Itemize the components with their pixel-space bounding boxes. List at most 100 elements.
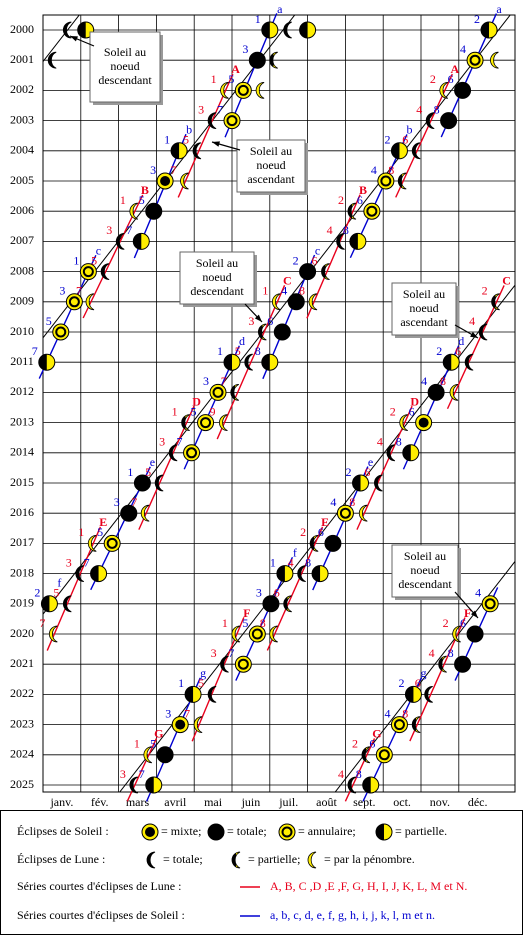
moon-penumbral <box>452 625 461 643</box>
node-line <box>43 15 296 339</box>
series-number: 6 <box>460 616 466 630</box>
series-number: 8 <box>255 344 261 358</box>
hybrid-core <box>145 827 155 837</box>
moon-total <box>207 112 217 129</box>
moon-total <box>411 142 421 160</box>
legend-text: = totale; <box>163 852 203 866</box>
eclipse <box>234 655 252 673</box>
eclipse <box>47 51 57 69</box>
annulus <box>393 719 405 731</box>
series-number: 5 <box>145 465 151 479</box>
series-label: b <box>186 123 192 137</box>
eclipse <box>223 112 241 130</box>
series-number: 5 <box>228 72 234 86</box>
sun-annular <box>234 81 252 99</box>
year-label: 2011 <box>10 354 34 368</box>
eclipse <box>272 293 281 311</box>
series-number: 3 <box>106 223 112 237</box>
moon-total <box>244 353 253 371</box>
moon-penumbral <box>87 535 97 552</box>
sun-shadow <box>276 565 285 582</box>
eclipse <box>309 535 319 552</box>
series-number: 6 <box>369 737 375 751</box>
eclipse <box>308 293 318 311</box>
series-label: f <box>293 545 297 559</box>
legend-text: = partielle; <box>248 852 300 866</box>
series-number: 3 <box>114 495 120 509</box>
series-number: 2 <box>430 72 436 86</box>
series-label: F <box>243 606 250 620</box>
series-number: 8 <box>349 495 355 509</box>
series-number: 8 <box>299 284 305 298</box>
series-number: 6 <box>409 404 415 418</box>
series-label: A <box>231 62 240 76</box>
series-number: 4 <box>377 435 383 449</box>
eclipse <box>324 534 342 552</box>
moon-total <box>425 112 435 129</box>
eclipse <box>375 746 393 764</box>
eclipse <box>63 21 72 39</box>
series-number: 6 <box>455 344 461 358</box>
series-number: 8 <box>343 223 349 237</box>
series-number: 4 <box>384 706 390 720</box>
sun-annular <box>481 595 499 613</box>
year-label: 2019 <box>10 596 34 610</box>
series-number: 3 <box>211 646 217 660</box>
moon-partial <box>231 851 241 869</box>
sun-annular <box>248 625 266 643</box>
eclipse <box>129 776 139 794</box>
eclipse <box>90 565 108 583</box>
moon-penumbral <box>143 746 153 764</box>
eclipse <box>347 776 357 794</box>
sun-shadow <box>77 22 86 38</box>
eclipse <box>38 353 56 371</box>
hybrid-core <box>175 719 186 730</box>
eclipse <box>349 232 367 250</box>
eclipse <box>336 233 345 250</box>
moon-partial <box>491 293 500 311</box>
series-number: 5 <box>91 253 97 267</box>
eclipse <box>481 595 499 613</box>
sun-shadow <box>362 777 371 793</box>
sun-annular <box>234 655 252 673</box>
eclipse <box>220 655 229 673</box>
series-label: G <box>372 727 381 741</box>
eclipse <box>100 263 110 280</box>
sun-shadow <box>352 475 361 491</box>
eclipse <box>220 82 229 99</box>
eclipse <box>154 474 164 492</box>
series-number: 3 <box>203 374 209 388</box>
year-label: 2016 <box>10 505 34 519</box>
moon-total <box>297 565 306 582</box>
eclipse <box>140 504 150 522</box>
annulus <box>484 598 496 610</box>
eclipse <box>397 172 407 190</box>
series-label: c <box>315 243 320 257</box>
eclipse <box>491 293 500 311</box>
series-number: 1 <box>172 404 178 418</box>
series-label: B <box>359 183 367 197</box>
eclipse <box>244 353 253 371</box>
series-number: 3 <box>256 586 262 600</box>
eclipse <box>299 263 317 281</box>
moon-partial <box>230 384 239 401</box>
eclipse <box>311 565 329 583</box>
sun-annular <box>65 293 83 311</box>
annulus <box>281 826 293 838</box>
series-number: 2 <box>346 465 352 479</box>
moon-total <box>63 595 72 613</box>
eclipse <box>321 263 330 280</box>
moon-partial <box>269 51 278 69</box>
moon-penumbral <box>129 202 139 220</box>
year-label: 2018 <box>10 565 34 579</box>
moon-partial <box>411 716 421 733</box>
eclipse <box>87 535 97 552</box>
eclipse <box>269 625 278 643</box>
moon-total <box>100 263 110 280</box>
callout-text: ascendant <box>400 315 448 329</box>
year-label: 2001 <box>10 52 34 66</box>
sun-total <box>156 746 174 764</box>
year-label: 2015 <box>10 475 34 489</box>
series-number: 7 <box>126 223 132 237</box>
series-number: 6 <box>318 525 324 539</box>
